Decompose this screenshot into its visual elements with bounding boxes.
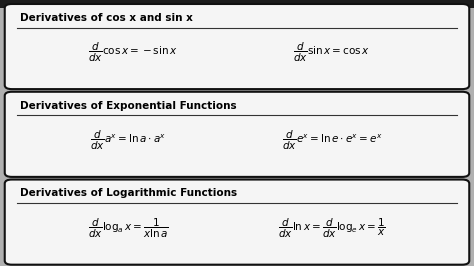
FancyBboxPatch shape	[5, 180, 469, 265]
Text: $\dfrac{d}{dx}a^x = \ln a \cdot a^x$: $\dfrac{d}{dx}a^x = \ln a \cdot a^x$	[90, 129, 166, 152]
Text: $\dfrac{d}{dx}\cos x = -\sin x$: $\dfrac{d}{dx}\cos x = -\sin x$	[88, 41, 177, 64]
Text: $\dfrac{d}{dx}\sin x = \cos x$: $\dfrac{d}{dx}\sin x = \cos x$	[293, 41, 370, 64]
Text: Derivatives of cos x and sin x: Derivatives of cos x and sin x	[20, 13, 193, 23]
FancyBboxPatch shape	[0, 0, 474, 8]
Text: Derivatives of Exponential Functions: Derivatives of Exponential Functions	[20, 101, 237, 111]
Text: $\dfrac{d}{dx}\ln x = \dfrac{d}{dx}\log_e x = \dfrac{1}{x}$: $\dfrac{d}{dx}\ln x = \dfrac{d}{dx}\log_…	[278, 217, 386, 240]
Text: $\dfrac{d}{dx}e^x = \ln e \cdot e^x = e^x$: $\dfrac{d}{dx}e^x = \ln e \cdot e^x = e^…	[282, 129, 382, 152]
FancyBboxPatch shape	[5, 92, 469, 177]
Text: Derivatives of Logarithmic Functions: Derivatives of Logarithmic Functions	[20, 188, 237, 198]
Text: $\dfrac{d}{dx}\log_a x = \dfrac{1}{x\ln a}$: $\dfrac{d}{dx}\log_a x = \dfrac{1}{x\ln …	[88, 217, 168, 240]
FancyBboxPatch shape	[5, 4, 469, 89]
